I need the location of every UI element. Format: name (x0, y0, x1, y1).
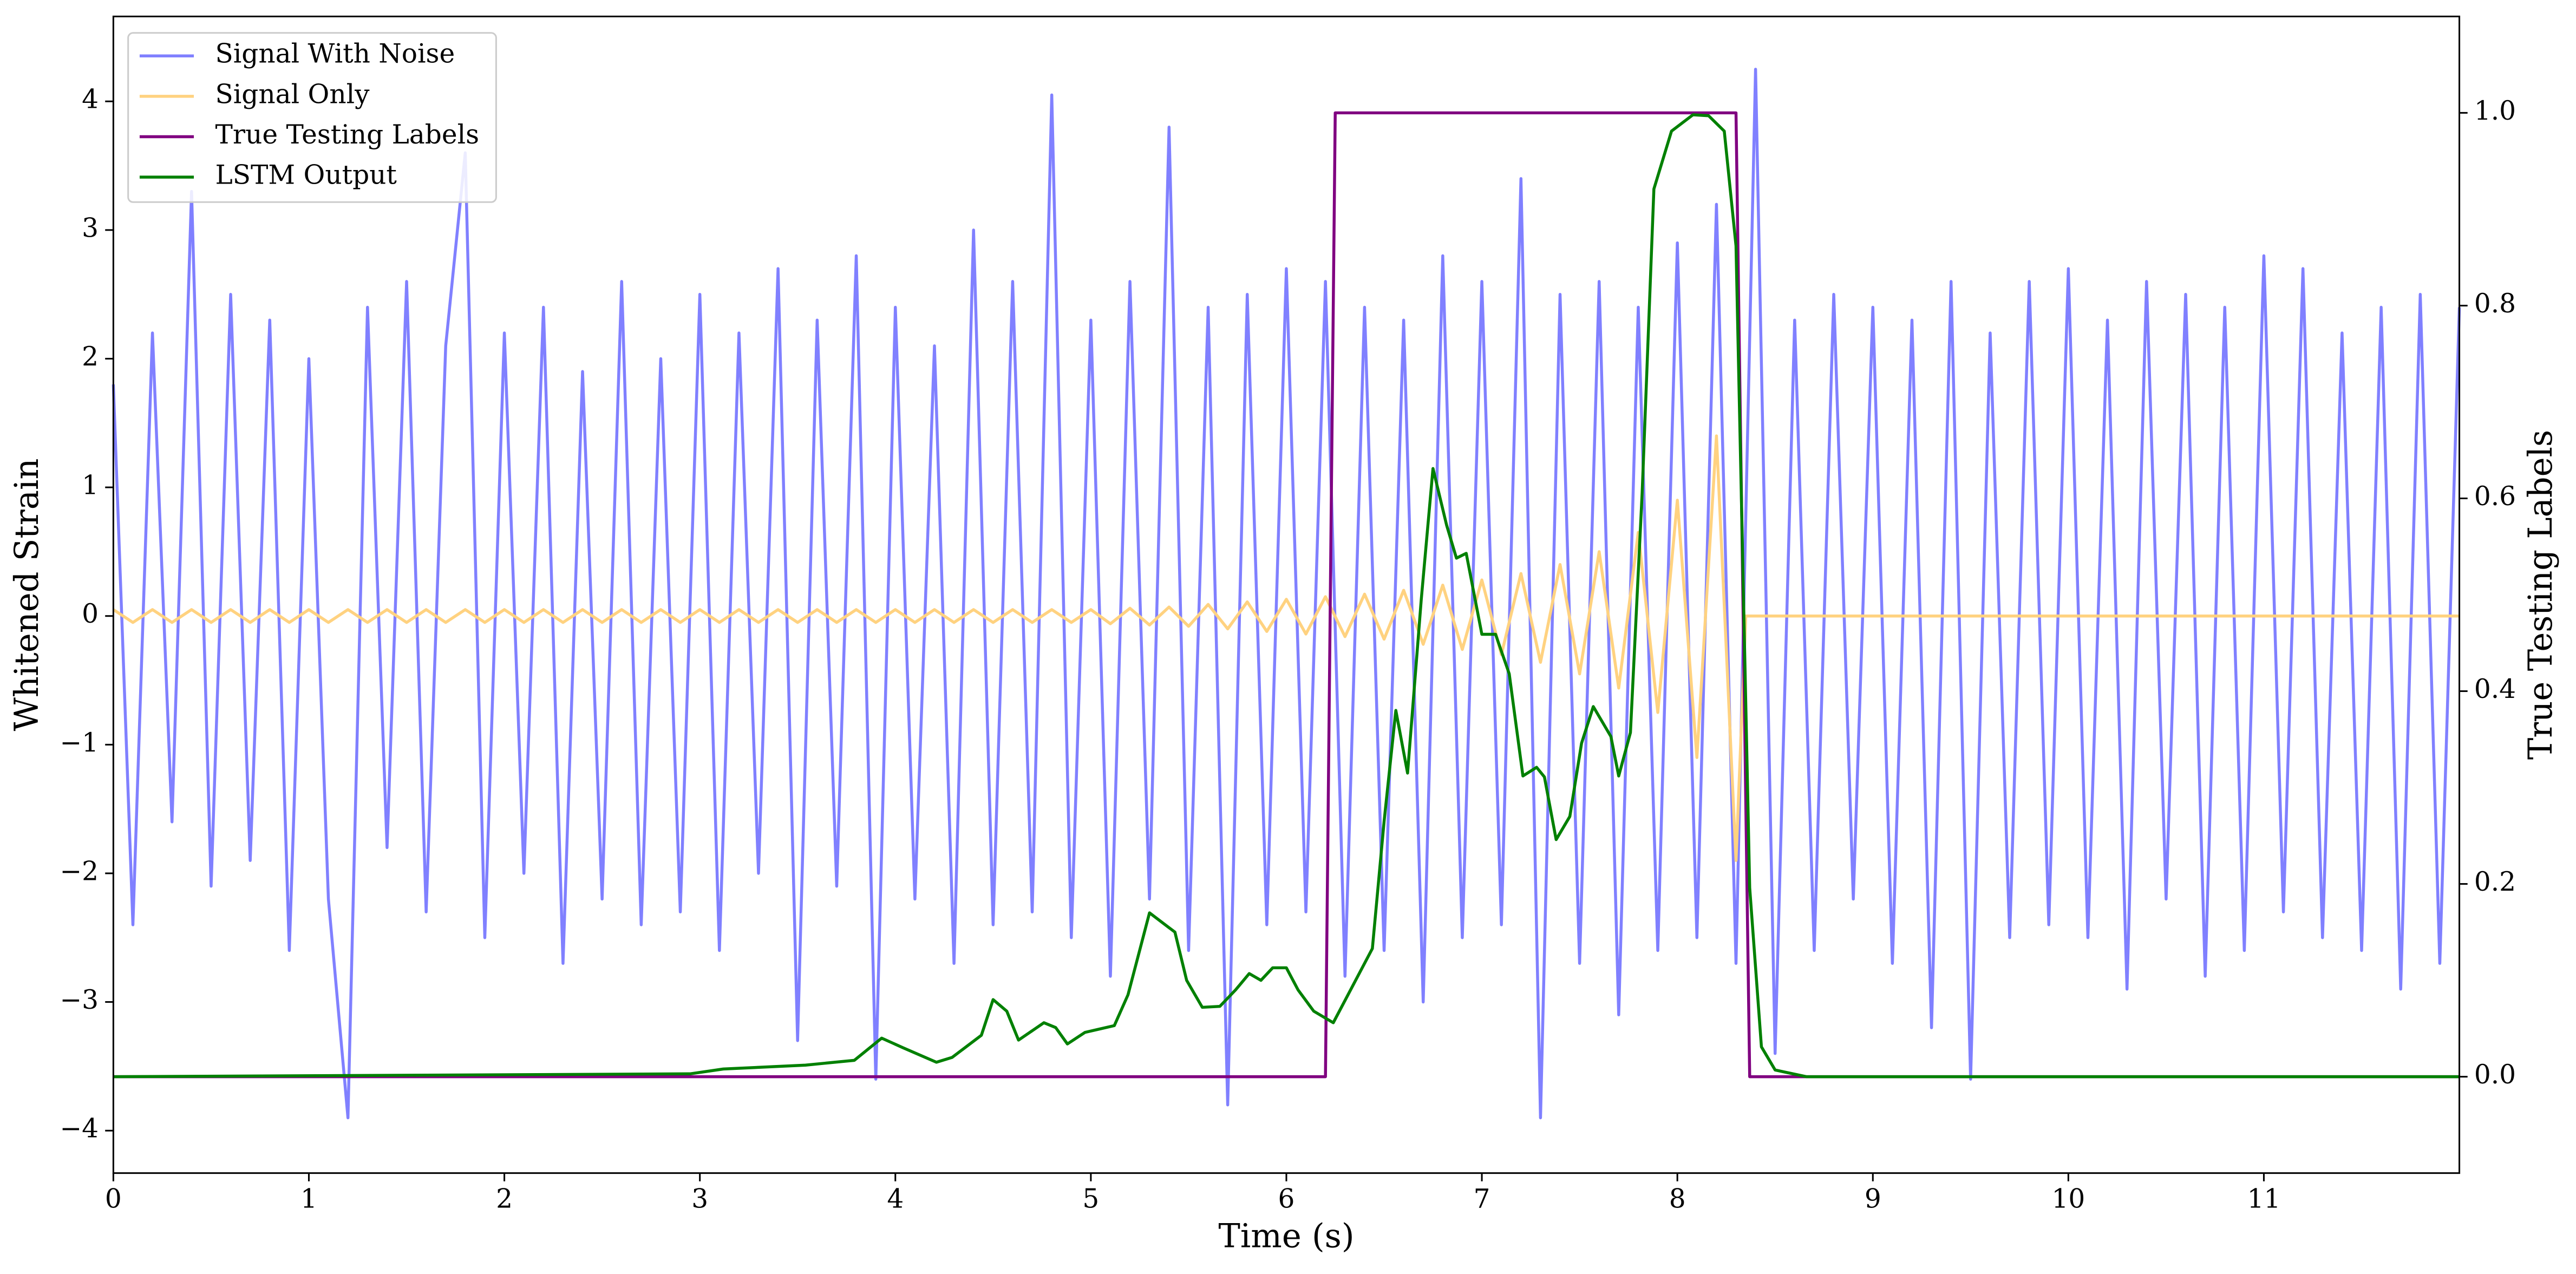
plot-area (112, 68, 2461, 1120)
legend-label: Signal With Noise (215, 39, 455, 69)
y2-tick-label: 1.0 (2474, 96, 2516, 126)
y-tick-label: 0 (82, 599, 99, 629)
y2-tick-label: 0.2 (2474, 867, 2516, 897)
x-tick-label: 10 (2051, 1184, 2085, 1214)
x-tick-label: 1 (300, 1184, 317, 1214)
x-tick-label: 11 (2247, 1184, 2281, 1214)
y-tick-label: 3 (82, 213, 99, 243)
x-axis-label: Time (s) (1218, 1218, 1354, 1256)
x-tick-label: 3 (691, 1184, 708, 1214)
y-tick-label: −4 (60, 1114, 99, 1144)
x-tick-label: 9 (1865, 1184, 1881, 1214)
legend-label: LSTM Output (215, 160, 397, 191)
series-line (113, 113, 2460, 1079)
x-tick-label: 2 (496, 1184, 513, 1214)
legend-box (127, 32, 497, 203)
y2-tick-label: 0.8 (2474, 289, 2516, 319)
series-line (112, 68, 2461, 1120)
x-tick-label: 5 (1082, 1184, 1099, 1214)
x-tick-label: 7 (1474, 1184, 1490, 1214)
y-axis-label: Whitened Strain (8, 459, 46, 731)
y-tick-label: −2 (60, 856, 99, 886)
y2-tick-label: 0.4 (2474, 674, 2516, 704)
legend: Signal With Noise Signal Only True Testing… (127, 32, 497, 203)
legend-label: True Testing Labels (215, 120, 480, 150)
y-tick-label: −3 (60, 985, 99, 1015)
y-tick-label: 2 (82, 342, 99, 372)
y2-tick-label: 0.6 (2474, 481, 2516, 512)
y2-axis-label: True Testing Labels (2522, 430, 2560, 760)
y-tick-label: 4 (82, 84, 99, 115)
x-tick-label: 0 (105, 1184, 122, 1214)
legend-label: Signal Only (215, 79, 370, 109)
x-tick-label: 8 (1669, 1184, 1686, 1214)
y2-tick-label: 0.0 (2474, 1060, 2516, 1090)
y-tick-label: −1 (60, 728, 99, 758)
x-tick-label: 6 (1278, 1184, 1295, 1214)
y-tick-label: 1 (82, 471, 99, 501)
x-tick-label: 4 (887, 1184, 904, 1214)
